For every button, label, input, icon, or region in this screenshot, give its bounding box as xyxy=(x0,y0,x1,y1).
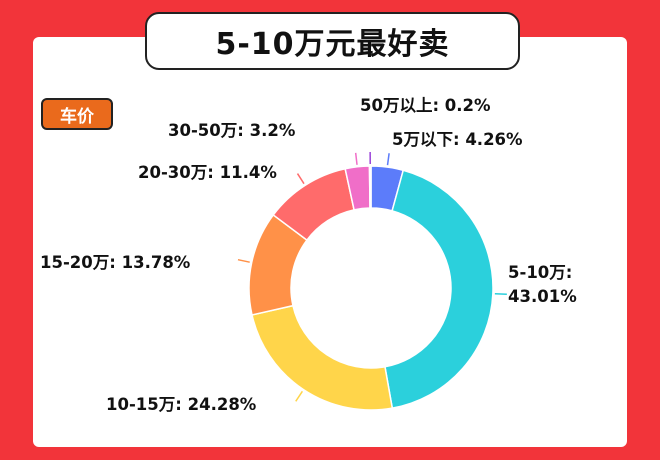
data-label-1-line-0: 5-10万: xyxy=(508,263,572,282)
data-label-6: 50万以上: 0.2% xyxy=(360,96,491,115)
data-label-0: 5万以下: 4.26% xyxy=(392,130,523,149)
category-tag: 车价 xyxy=(41,98,113,130)
page-title: 5-10万元最好卖 xyxy=(145,12,520,70)
data-label-1-line-1: 43.01% xyxy=(508,287,577,306)
pie-slice-6 xyxy=(368,165,372,209)
leader-line-0 xyxy=(386,153,390,166)
leader-line-4 xyxy=(296,173,305,185)
leader-line-1 xyxy=(494,292,507,295)
data-label-4: 20-30万: 11.4% xyxy=(138,163,277,182)
pie-slice-2 xyxy=(251,304,394,411)
pie-slice-1 xyxy=(384,169,494,409)
data-label-5: 30-50万: 3.2% xyxy=(168,121,296,140)
data-label-2: 10-15万: 24.28% xyxy=(106,395,257,414)
leader-line-2 xyxy=(295,390,304,402)
leader-line-5 xyxy=(354,152,358,165)
leader-line-3 xyxy=(237,258,250,263)
data-label-3: 15-20万: 13.78% xyxy=(40,253,191,272)
